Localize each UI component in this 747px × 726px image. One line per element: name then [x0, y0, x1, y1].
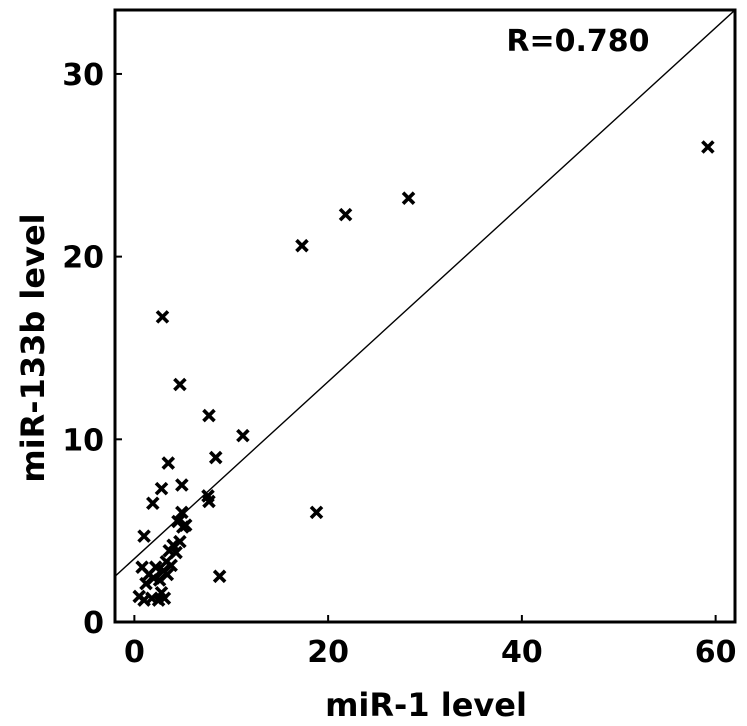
y-tick-label: 10: [62, 423, 104, 458]
x-tick-label: 0: [124, 635, 145, 670]
data-point: [338, 207, 353, 222]
y-tick-label: 0: [83, 606, 104, 641]
data-point: [148, 560, 163, 574]
x-axis-title: miR-1 level: [325, 686, 527, 724]
data-point: [135, 560, 149, 574]
data-point: [160, 567, 175, 582]
y-tick-label: 30: [62, 58, 104, 93]
data-point: [154, 481, 169, 496]
data-point: [175, 478, 189, 492]
data-point: [137, 529, 151, 543]
points-layer: [132, 140, 715, 607]
y-tick-label: 20: [62, 241, 104, 276]
data-point: [173, 534, 187, 549]
data-point: [202, 408, 216, 423]
data-point: [202, 494, 216, 509]
data-point: [161, 456, 176, 470]
data-point: [309, 505, 324, 520]
correlation-annotation: R=0.780: [506, 24, 649, 59]
plot-frame: [113, 8, 737, 624]
y-axis-title: miR-133b level: [14, 213, 52, 482]
data-point: [701, 140, 715, 154]
data-point: [401, 191, 416, 205]
data-point: [236, 428, 250, 443]
regression-layer: [115, 10, 735, 577]
data-point: [157, 591, 172, 606]
regression-line: [115, 10, 735, 577]
data-point: [146, 496, 160, 511]
data-point: [173, 377, 187, 392]
x-tick-label: 60: [695, 635, 737, 670]
data-point: [164, 558, 178, 573]
data-point: [155, 310, 170, 324]
x-tick-label: 40: [501, 635, 543, 670]
data-point: [295, 238, 309, 253]
x-tick-label: 20: [307, 635, 349, 670]
ticks-layer: 0 20 40 60 0 10 20 30: [62, 58, 736, 670]
data-point: [166, 538, 180, 553]
data-point: [212, 569, 227, 584]
data-point: [178, 518, 193, 532]
data-point: [175, 505, 189, 520]
data-point: [169, 545, 183, 560]
data-point: [208, 450, 223, 465]
